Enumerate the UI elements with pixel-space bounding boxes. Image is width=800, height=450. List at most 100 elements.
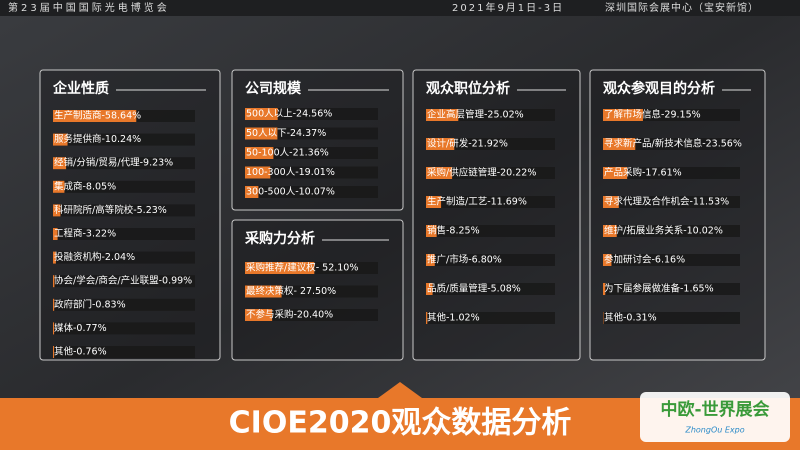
panel-title: 公司规模 [245,80,302,97]
bar-label: 品质/质量管理-5.08% [427,283,521,295]
footer-band [0,382,800,450]
event-venue: 深圳国际会展中心（宝安新馆） [605,1,759,14]
bar-track [603,167,740,179]
bar [426,109,459,121]
logo-sub: ZhongOu Expo [684,426,744,435]
panel-title: 观众参观目的分析 [603,80,715,97]
event-name: 第23届中国国际光电博览会 [8,1,170,14]
bar [53,110,137,122]
panel-title: 企业性质 [52,80,109,97]
bar-track [426,283,555,295]
bar [245,309,273,321]
bar-label: 50人以下-24.37% [246,128,326,139]
bar [53,298,55,311]
bar-track [245,108,378,120]
bar-label: 100-300人-19.01% [246,167,335,178]
bar-label: 寻求新产品/新技术信息-23.56% [604,138,742,150]
bar-track [53,133,195,146]
logo-box [640,392,790,442]
bar [245,285,282,298]
footer-title: CIOE2020观众数据分析 [229,406,572,441]
bar-track [426,138,555,150]
bar [603,167,628,179]
bar-label: 经销/分销/贸易/代理-9.23% [54,157,173,169]
bar-track [603,312,740,324]
bar [53,228,58,240]
bar [53,251,56,264]
bar [426,283,433,295]
event-date: 2021年9月1日-3日 [452,1,564,14]
bar-track [53,228,195,240]
bar-label: 集成商-8.05% [54,180,116,192]
bar [245,127,278,140]
bar-track [426,196,555,208]
bar-label: 最终决策权- 27.50% [246,285,336,297]
bar-label: 300-500人-10.07% [246,187,335,198]
bar-track [245,166,378,179]
bar-track [426,225,555,237]
panel-title: 观众职位分析 [426,80,510,97]
bar-label: 工程商-3.22% [54,228,116,240]
bar [426,225,437,237]
bar-track [245,127,378,140]
bar-label: 服务提供商-10.24% [54,133,141,145]
bar-label: 其他-0.76% [54,346,107,358]
bar-label: 产品采购-17.61% [604,167,682,179]
bar-track [53,275,195,288]
panel-title: 采购力分析 [244,230,315,247]
bar [245,147,274,159]
bar-track [53,322,195,335]
bar [53,346,55,358]
bar-track [53,180,195,193]
bar [53,133,68,146]
logo-name: 中欧-世界展会 [660,399,769,420]
bar [53,157,67,170]
bar-label: 销售-8.25% [427,225,480,237]
bar-track [53,251,195,264]
bar [426,254,435,266]
bar-label: 了解市场信息-29.15% [604,109,701,121]
bar [603,109,643,121]
bar [426,196,442,208]
bar-label: 协会/学会/商会/产业联盟-0.99% [54,275,192,287]
bar-track [603,254,740,266]
bar-label: 媒体-0.77% [54,322,107,334]
bar-label: 生产制造商-58.64% [54,110,141,122]
bar-label: 为下届参展做准备-1.65% [604,283,714,295]
bar [245,108,278,120]
bar [53,275,55,288]
bar-track [603,196,740,208]
bar [426,167,453,179]
bar [245,166,271,179]
bar-track [426,167,555,179]
bar-track [245,186,378,198]
bar-track [245,147,378,159]
bar [603,283,606,295]
bar [603,254,612,266]
bar-track [426,254,555,266]
bar-label: 不参与采购-20.40% [246,309,333,321]
bar-label: 企业高层管理-25.02% [427,109,524,121]
bar [53,322,55,335]
bar [426,138,455,150]
bar-label: 寻求代理及合作机会-11.53% [604,196,729,208]
bar [53,204,61,217]
bar-track [245,309,378,321]
bar [426,312,428,324]
top-band [0,0,800,16]
bar-track [603,283,740,295]
bar-label: 参加研讨会-6.16% [604,254,685,266]
bar-label: 采购推荐/建议权- 52.10% [246,262,358,274]
bar-track [53,157,195,170]
bar-label: 其他-1.02% [427,312,480,324]
bar [245,262,315,274]
bar-track [603,138,740,150]
bar-label: 政府部门-0.83% [54,298,126,310]
bar-label: 维护/拓展业务关系-10.02% [604,225,723,237]
bar [245,186,259,198]
bar-label: 500人以上-24.56% [246,109,332,120]
bar [603,225,617,237]
